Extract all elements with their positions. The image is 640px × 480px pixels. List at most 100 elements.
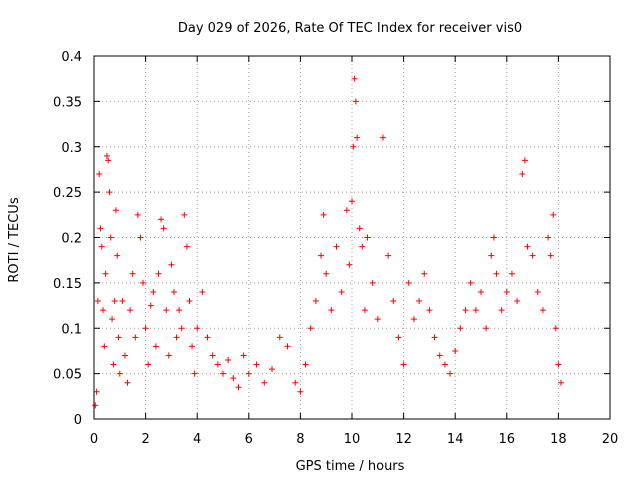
data-point bbox=[204, 334, 211, 341]
y-tick-labels: 0 0.05 0.1 0.15 0.2 0.25 0.3 0.35 0.4 bbox=[53, 50, 82, 428]
data-point bbox=[235, 384, 242, 391]
data-point bbox=[109, 316, 116, 323]
data-point bbox=[421, 270, 428, 277]
data-point bbox=[129, 270, 136, 277]
data-point bbox=[111, 298, 118, 305]
data-point bbox=[92, 402, 99, 409]
data-point bbox=[145, 361, 152, 368]
data-point bbox=[545, 234, 552, 241]
data-point bbox=[101, 343, 108, 350]
data-point bbox=[338, 288, 345, 295]
data-point bbox=[352, 98, 359, 105]
data-point bbox=[508, 270, 515, 277]
data-point bbox=[102, 270, 109, 277]
data-point bbox=[103, 152, 110, 159]
data-point bbox=[302, 361, 309, 368]
x-axis-label: GPS time / hours bbox=[296, 459, 405, 474]
y-tick-label: 0.4 bbox=[61, 50, 82, 65]
data-point bbox=[191, 370, 198, 377]
data-point bbox=[276, 334, 283, 341]
data-point bbox=[462, 307, 469, 314]
data-points bbox=[92, 75, 564, 409]
data-point bbox=[160, 225, 167, 232]
data-point bbox=[178, 325, 185, 332]
data-point bbox=[307, 325, 314, 332]
data-point bbox=[181, 211, 188, 218]
data-point bbox=[457, 325, 464, 332]
data-point bbox=[134, 211, 141, 218]
data-point bbox=[165, 352, 172, 359]
data-point bbox=[127, 307, 134, 314]
data-point bbox=[503, 288, 510, 295]
y-axis-label: ROTI / TECUs bbox=[7, 197, 22, 282]
data-point bbox=[354, 134, 361, 141]
data-point bbox=[343, 207, 350, 214]
data-point bbox=[431, 334, 438, 341]
data-point bbox=[240, 352, 247, 359]
data-point bbox=[312, 298, 319, 305]
data-point bbox=[514, 298, 521, 305]
data-point bbox=[472, 307, 479, 314]
data-point bbox=[163, 307, 170, 314]
data-point bbox=[168, 261, 175, 268]
data-point bbox=[369, 279, 376, 286]
data-point bbox=[245, 370, 252, 377]
x-tick-label: 16 bbox=[499, 432, 516, 447]
data-point bbox=[529, 252, 536, 259]
data-point bbox=[521, 157, 528, 164]
data-point bbox=[124, 379, 131, 386]
data-point bbox=[346, 261, 353, 268]
x-tick-label: 20 bbox=[602, 432, 619, 447]
data-point bbox=[152, 343, 159, 350]
y-tick-label: 0 bbox=[74, 413, 82, 428]
data-point bbox=[140, 279, 147, 286]
chart-title: Day 029 of 2026, Rate Of TEC Index for r… bbox=[178, 21, 522, 36]
data-point bbox=[105, 157, 112, 164]
data-point bbox=[194, 325, 201, 332]
data-point bbox=[426, 307, 433, 314]
y-tick-label: 0.1 bbox=[61, 322, 82, 337]
x-tick-label: 0 bbox=[90, 432, 98, 447]
data-point bbox=[94, 298, 101, 305]
data-point bbox=[209, 352, 216, 359]
data-point bbox=[320, 211, 327, 218]
data-point bbox=[350, 143, 357, 150]
data-point bbox=[483, 325, 490, 332]
data-point bbox=[490, 234, 497, 241]
data-point bbox=[550, 211, 557, 218]
data-point bbox=[269, 366, 276, 373]
data-point bbox=[220, 370, 226, 377]
data-point bbox=[297, 388, 304, 395]
data-point bbox=[137, 234, 144, 241]
data-point bbox=[349, 198, 355, 205]
data-point bbox=[379, 134, 386, 141]
grid-lines bbox=[94, 56, 610, 419]
data-point bbox=[98, 243, 105, 250]
data-point bbox=[147, 302, 154, 309]
data-point bbox=[132, 334, 139, 341]
data-point bbox=[493, 270, 500, 277]
data-point bbox=[447, 370, 454, 377]
data-point bbox=[183, 243, 190, 250]
x-tick-label: 2 bbox=[141, 432, 149, 447]
data-point bbox=[359, 243, 366, 250]
data-point bbox=[318, 252, 325, 259]
data-point bbox=[436, 352, 443, 359]
data-point bbox=[395, 334, 402, 341]
data-point bbox=[106, 189, 113, 196]
data-point bbox=[524, 243, 531, 250]
y-tick-label: 0.25 bbox=[53, 186, 82, 201]
data-point bbox=[158, 216, 165, 223]
x-tick-labels: 0 2 4 6 8 10 12 14 16 18 20 bbox=[90, 432, 618, 447]
data-point bbox=[214, 361, 221, 368]
data-point bbox=[173, 334, 180, 341]
data-point bbox=[534, 288, 541, 295]
x-tick-label: 8 bbox=[296, 432, 304, 447]
data-point bbox=[328, 307, 335, 314]
data-point bbox=[478, 288, 484, 295]
x-tick-label: 12 bbox=[395, 432, 412, 447]
data-point bbox=[557, 379, 564, 386]
y-tick-label: 0.2 bbox=[61, 232, 82, 247]
y-tick-label: 0.3 bbox=[61, 141, 82, 156]
